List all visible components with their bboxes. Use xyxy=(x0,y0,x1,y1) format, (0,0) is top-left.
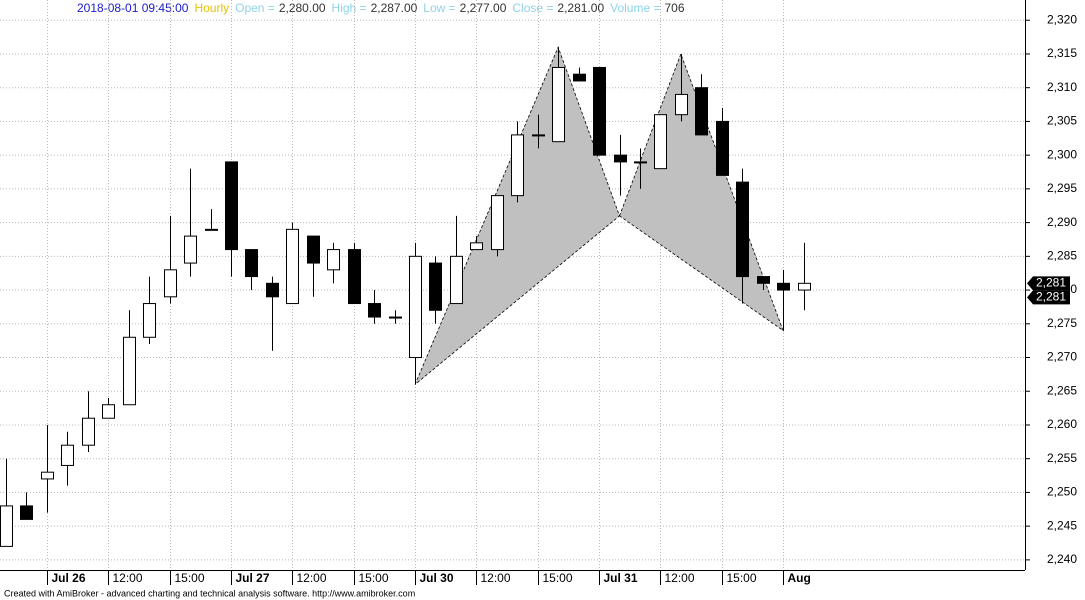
y-tick-label: 2,300 xyxy=(1047,147,1077,161)
candle-body xyxy=(552,66,565,143)
candle-body xyxy=(654,114,667,170)
y-tick-label: 2,250 xyxy=(1047,485,1077,499)
datetime: 2018-08-01 09:45:00 xyxy=(77,1,189,15)
field-label: Low = xyxy=(423,1,455,15)
y-tick-label: 2,270 xyxy=(1047,350,1077,364)
candle-body xyxy=(327,249,340,271)
candle-body xyxy=(286,228,299,305)
x-tick-label: 12:00 xyxy=(481,571,511,585)
candle-body xyxy=(491,195,504,251)
candle-body xyxy=(573,73,586,82)
candle-body xyxy=(532,134,545,137)
field-label: Close = xyxy=(512,1,553,15)
candle-body xyxy=(389,316,402,319)
y-tick-label: 2,245 xyxy=(1047,518,1077,532)
y-tick-label: 2,240 xyxy=(1047,552,1077,566)
price-marker xyxy=(1027,290,1070,305)
y-tick-label: 2,285 xyxy=(1047,249,1077,263)
candle-body xyxy=(409,255,422,359)
candle-body xyxy=(593,66,606,156)
x-tick-label: 15:00 xyxy=(175,571,205,585)
candle-body xyxy=(614,154,627,163)
candle-body xyxy=(164,269,177,298)
field-label: High = xyxy=(332,1,367,15)
candle-body xyxy=(798,282,811,291)
y-tick-label: 2,255 xyxy=(1047,451,1077,465)
candle-body xyxy=(675,93,688,116)
x-tick-label: 12:00 xyxy=(297,571,327,585)
x-tick-label: Jul 26 xyxy=(52,571,86,585)
candle-body xyxy=(429,262,442,311)
interval: Hourly xyxy=(194,1,229,15)
candle-body xyxy=(0,505,13,547)
candle-body xyxy=(245,249,258,278)
header: 2018-08-01 09:45:00 Hourly Open = 2,280.00 H… xyxy=(77,1,685,15)
x-tick-label: Jul 30 xyxy=(420,571,454,585)
price-marker-label: 2,281 xyxy=(1036,289,1066,303)
candle-body xyxy=(777,282,790,291)
candle-body xyxy=(102,404,115,419)
price-marker-label: 2,281 xyxy=(1036,275,1066,289)
candle-body xyxy=(511,134,524,197)
y-tick-label: 2,320 xyxy=(1047,12,1077,26)
field-label: Open = xyxy=(235,1,275,15)
y-tick-label: 2,305 xyxy=(1047,114,1077,128)
footer: Created with AmiBroker - advanced charti… xyxy=(4,588,415,598)
y-tick-label: 2,295 xyxy=(1047,181,1077,195)
x-tick-label: 15:00 xyxy=(543,571,573,585)
field-value: 2,280.00 xyxy=(279,1,326,15)
y-tick-label: 2,275 xyxy=(1047,316,1077,330)
x-tick-label: 15:00 xyxy=(727,571,757,585)
candle-body xyxy=(757,276,770,284)
field-value: 706 xyxy=(665,1,685,15)
candle-body xyxy=(123,336,136,406)
candle-body xyxy=(184,235,197,264)
field-value: 2,277.00 xyxy=(460,1,507,15)
candle-body xyxy=(470,242,483,251)
x-tick-label: Jul 31 xyxy=(604,571,638,585)
candle-body xyxy=(634,161,647,164)
candle-body xyxy=(61,444,74,466)
candle-body xyxy=(225,161,238,251)
x-tick-label: 12:00 xyxy=(113,571,143,585)
candle-body xyxy=(695,87,708,136)
field-value: 2,287.00 xyxy=(371,1,418,15)
x-tick-label: Aug xyxy=(788,571,811,585)
y-tick-label: 2,315 xyxy=(1047,46,1077,60)
candle-body xyxy=(450,255,463,305)
field-value: 2,281.00 xyxy=(557,1,604,15)
x-tick-label: 15:00 xyxy=(359,571,389,585)
x-tick-label: 12:00 xyxy=(665,571,695,585)
candle-body xyxy=(82,417,95,446)
x-tick-label: Jul 27 xyxy=(236,571,270,585)
candle-body xyxy=(368,303,381,318)
candle-body xyxy=(266,282,279,298)
field-label: Volume = xyxy=(610,1,660,15)
y-tick-label: 2,290 xyxy=(1047,215,1077,229)
y-tick-label: 2,265 xyxy=(1047,383,1077,397)
y-tick-label: 2,310 xyxy=(1047,80,1077,94)
price-marker xyxy=(1027,276,1070,291)
candle-body xyxy=(41,471,54,480)
candle-body xyxy=(716,120,729,176)
candle-body xyxy=(205,228,218,231)
candle-body xyxy=(307,235,320,264)
y-tick-label: 2,260 xyxy=(1047,417,1077,431)
candle-body xyxy=(143,303,156,338)
candle-body xyxy=(736,181,749,278)
pattern-area xyxy=(414,46,620,385)
candle-body xyxy=(20,505,33,520)
candle-body xyxy=(348,249,361,305)
